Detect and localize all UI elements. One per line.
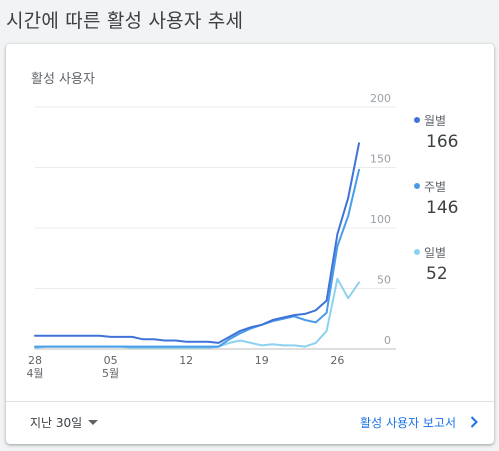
caret-down-icon: [88, 419, 99, 425]
legend-label-daily: 일별: [424, 246, 447, 260]
date-range-label: 지난 30일: [30, 415, 83, 430]
date-range-dropdown[interactable]: 지난 30일: [30, 411, 99, 433]
legend-label-monthly: 월별: [424, 114, 447, 128]
y-tick-label: 200: [370, 92, 391, 105]
active-users-card: 활성 사용자 0 50 100 150 200 28 4월 05 5월 12 19 26 월별 16…: [6, 44, 494, 444]
card-divider: [6, 401, 494, 402]
legend-label-weekly: 주별: [424, 180, 447, 194]
x-tick-sublabel: 4월: [26, 367, 43, 380]
series-line-monthly: [34, 142, 360, 344]
legend-value-weekly: 146: [426, 198, 459, 218]
x-tick-label: 12: [179, 354, 193, 367]
page-title: 시간에 따른 활성 사용자 추세: [6, 10, 244, 32]
chevron-right-icon: [470, 416, 478, 428]
y-tick-label: 100: [370, 213, 391, 226]
x-tick-label: 19: [255, 354, 269, 367]
x-tick-label: 05: [104, 354, 118, 367]
x-tick-label: 28: [28, 354, 42, 367]
x-tick-sublabel: 5월: [102, 367, 119, 380]
series-line-daily: [34, 277, 360, 349]
card-title: 활성 사용자: [31, 72, 95, 87]
active-users-report-link[interactable]: 활성 사용자 보고서: [360, 411, 478, 433]
y-tick-label: 150: [370, 153, 391, 166]
legend-dot-daily: [414, 249, 420, 255]
legend-value-daily: 52: [426, 264, 448, 284]
y-tick-label: 0: [384, 334, 391, 347]
legend-dot-monthly: [414, 117, 420, 123]
y-tick-label: 50: [377, 274, 391, 287]
report-link-label: 활성 사용자 보고서: [360, 415, 456, 430]
series-line-weekly: [34, 168, 360, 348]
legend-dot-weekly: [414, 183, 420, 189]
legend-value-monthly: 166: [426, 132, 459, 152]
x-tick-label: 26: [330, 354, 344, 367]
